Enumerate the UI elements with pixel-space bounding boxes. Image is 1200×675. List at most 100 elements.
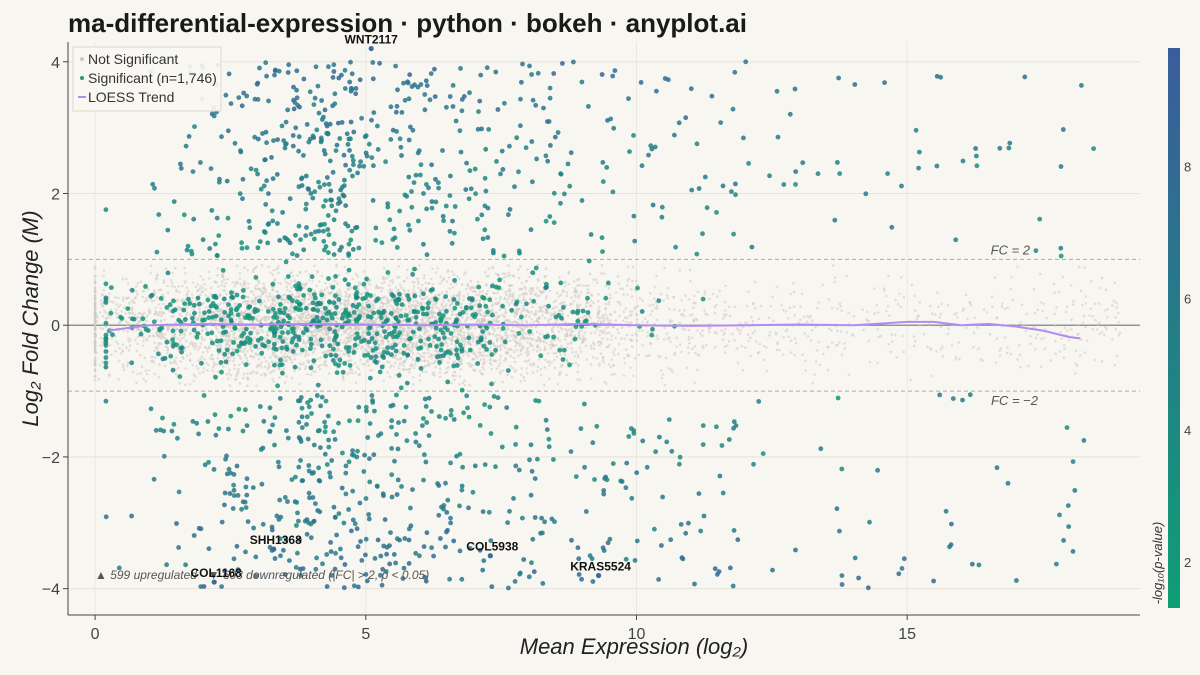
not-significant-point: [399, 337, 403, 340]
not-significant-point: [520, 319, 524, 322]
not-significant-point: [687, 338, 691, 341]
not-significant-point: [605, 345, 609, 349]
not-significant-point: [449, 282, 453, 286]
not-significant-point: [216, 273, 219, 277]
not-significant-point: [500, 288, 504, 291]
not-significant-point: [463, 339, 467, 343]
not-significant-point: [958, 357, 961, 361]
not-significant-point: [862, 328, 865, 332]
not-significant-point: [555, 305, 559, 309]
not-significant-point: [609, 319, 612, 322]
not-significant-point: [183, 333, 186, 337]
not-significant-point: [235, 374, 238, 378]
not-significant-point: [565, 329, 569, 332]
not-significant-point: [497, 364, 501, 368]
not-significant-point: [303, 302, 306, 306]
not-significant-point: [155, 274, 159, 277]
not-significant-point: [381, 339, 385, 343]
not-significant-point: [597, 308, 600, 312]
not-significant-point: [609, 365, 613, 369]
not-significant-point: [356, 275, 360, 278]
not-significant-point: [912, 335, 916, 338]
not-significant-point: [685, 366, 689, 369]
not-significant-point: [641, 299, 644, 302]
not-significant-point: [649, 342, 652, 345]
not-significant-point: [315, 337, 318, 340]
not-significant-point: [1081, 303, 1084, 307]
not-significant-point: [219, 302, 222, 305]
not-significant-point: [293, 357, 297, 361]
not-significant-point: [663, 383, 667, 387]
not-significant-point: [428, 362, 432, 365]
not-significant-point: [155, 296, 159, 299]
not-significant-point: [263, 356, 266, 360]
not-significant-point: [226, 324, 230, 328]
not-significant-point: [563, 353, 567, 357]
not-significant-point: [611, 325, 615, 328]
not-significant-point: [588, 304, 592, 307]
not-significant-point: [139, 328, 143, 332]
not-significant-point: [407, 343, 411, 347]
not-significant-point: [273, 278, 277, 282]
not-significant-point: [309, 294, 312, 298]
not-significant-point: [1117, 333, 1121, 337]
not-significant-point: [423, 359, 427, 363]
not-significant-point: [253, 336, 256, 340]
not-significant-point: [528, 362, 532, 366]
not-significant-point: [508, 274, 512, 277]
not-significant-point: [298, 361, 302, 365]
not-significant-point: [577, 293, 581, 297]
not-significant-point: [740, 345, 744, 348]
not-significant-point: [648, 304, 652, 307]
not-significant-point: [565, 291, 569, 294]
not-significant-point: [668, 307, 671, 311]
not-significant-point: [166, 351, 169, 355]
not-significant-point: [414, 345, 417, 349]
not-significant-point: [1088, 314, 1091, 317]
not-significant-point: [641, 329, 644, 332]
not-significant-point: [474, 327, 477, 330]
not-significant-point: [1076, 333, 1079, 336]
not-significant-point: [448, 287, 452, 290]
not-significant-point: [101, 314, 105, 318]
not-significant-point: [284, 300, 287, 304]
not-significant-point: [913, 344, 916, 348]
not-significant-point: [1074, 372, 1077, 375]
not-significant-point: [655, 304, 659, 308]
not-significant-point: [558, 339, 562, 342]
not-significant-point: [370, 369, 374, 372]
not-significant-point: [396, 276, 399, 280]
not-significant-point: [157, 375, 161, 379]
not-significant-point: [284, 277, 287, 280]
not-significant-point: [124, 312, 127, 315]
not-significant-point: [325, 333, 328, 336]
not-significant-point: [793, 337, 797, 340]
not-significant-point: [882, 289, 886, 293]
not-significant-point: [224, 339, 228, 342]
not-significant-point: [346, 336, 350, 340]
not-significant-point: [696, 368, 699, 372]
not-significant-point: [441, 306, 445, 309]
not-significant-point: [490, 363, 493, 366]
not-significant-point: [266, 347, 270, 351]
not-significant-point: [1076, 324, 1080, 327]
not-significant-point: [511, 325, 515, 329]
not-significant-point: [1104, 309, 1107, 312]
not-significant-point: [487, 267, 491, 270]
not-significant-point: [206, 295, 210, 299]
not-significant-point: [550, 340, 553, 344]
not-significant-point: [352, 328, 356, 331]
not-significant-point: [354, 272, 358, 276]
not-significant-point: [619, 303, 622, 306]
not-significant-point: [536, 317, 540, 320]
not-significant-point: [512, 330, 516, 333]
not-significant-point: [511, 366, 514, 370]
not-significant-point: [424, 321, 428, 325]
not-significant-point: [328, 339, 332, 343]
not-significant-point: [701, 334, 704, 338]
not-significant-point: [521, 292, 524, 296]
not-significant-point: [164, 267, 168, 271]
not-significant-point: [470, 286, 474, 290]
not-significant-point: [220, 280, 224, 283]
not-significant-point: [254, 284, 258, 287]
